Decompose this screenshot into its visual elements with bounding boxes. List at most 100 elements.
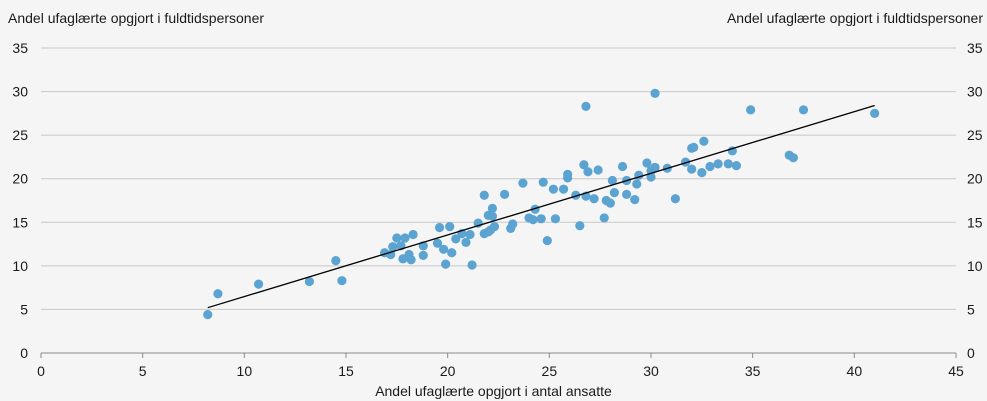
x-tick-label: 20 [440,363,456,379]
data-point [253,279,264,289]
x-tick-label: 45 [948,363,964,379]
data-point [331,256,341,266]
data-point [461,237,471,247]
y-tick-label-right: 15 [967,214,983,230]
data-point [439,244,449,254]
x-tick-label: 40 [847,363,863,379]
y-tick-label-right: 5 [967,301,975,317]
right-axis-title: Andel ufaglærte opgjort i fuldtidsperson… [726,10,983,26]
data-point [680,157,691,167]
data-point [418,250,428,260]
data-point [432,238,443,248]
data-point [386,249,396,260]
left-axis-title: Andel ufaglærte opgjort i fuldtidsperson… [8,10,265,26]
data-point [617,161,628,172]
data-point [589,194,599,204]
data-point [579,160,589,170]
data-point [548,184,559,194]
data-point [605,198,615,208]
data-point [622,189,632,199]
y-tick-label-right: 0 [967,345,975,361]
y-tick-label-left: 25 [12,127,28,143]
x-tick-label: 25 [542,363,558,379]
data-point [536,214,546,224]
gridlines [41,47,956,354]
data-point [518,178,528,188]
y-tick-label-left: 20 [12,171,28,187]
x-tick-label: 0 [37,363,45,379]
data-point [731,161,742,171]
data-point [487,211,497,221]
data-point [530,204,540,214]
data-point [508,219,518,229]
data-point [798,105,809,115]
data-point [441,259,451,269]
data-point [650,162,660,172]
data-points [203,88,880,320]
data-point [705,161,715,172]
data-point [788,153,798,163]
data-point [670,194,681,204]
data-point [650,88,660,98]
data-point [400,233,410,243]
y-tick-label-right: 10 [967,258,983,274]
data-point [337,276,347,286]
y-tick-label-right: 25 [967,127,983,143]
data-point [434,222,445,233]
data-point [408,229,418,240]
data-point [746,105,756,115]
data-point [581,101,591,111]
data-point [465,229,475,240]
data-point [713,159,723,169]
data-point [479,190,489,200]
y-tick-label-left: 0 [20,345,28,361]
trendline-group [207,104,875,309]
data-point [607,175,617,186]
x-ticks: 0 5 10 15 20 25 30 35 40 45 [37,353,964,379]
data-point [575,221,585,231]
data-point [593,165,603,175]
data-point [388,242,398,252]
data-point [500,189,510,199]
data-point [489,222,500,232]
data-point [699,136,709,146]
data-point [528,215,538,225]
y-tick-label-left: 30 [12,84,28,100]
data-point [550,214,561,224]
y-ticks-left: 0 5 10 15 20 25 30 35 [12,40,28,361]
data-point [723,159,733,169]
data-point [203,310,213,320]
x-tick-label: 15 [338,363,354,379]
y-tick-label-left: 15 [12,214,28,230]
data-point [542,235,552,246]
y-tick-label-right: 20 [967,171,983,187]
data-point [406,255,416,265]
data-point [583,167,593,177]
x-tick-label: 5 [139,363,147,379]
y-ticks-right: 0 5 10 15 20 25 30 35 [967,40,983,361]
data-point [445,222,455,232]
data-point [630,195,640,205]
data-point [642,158,652,168]
data-point [632,179,642,189]
data-point [538,177,548,187]
data-point [599,213,609,223]
data-point [609,188,620,198]
data-point [447,248,457,258]
data-point [687,164,697,174]
data-point [563,169,573,179]
y-tick-label-right: 30 [967,84,983,100]
data-point [467,260,477,270]
y-tick-label-right: 35 [967,40,983,56]
data-point [304,276,314,287]
trendline [207,104,875,309]
x-tick-label: 10 [237,363,253,379]
data-point [689,142,699,152]
data-point [451,234,461,244]
data-point [870,108,880,118]
x-axis-label: Andel ufaglærte opgjort i antal ansatte [375,383,612,399]
x-tick-label: 30 [643,363,659,379]
y-tick-label-left: 35 [12,40,28,56]
